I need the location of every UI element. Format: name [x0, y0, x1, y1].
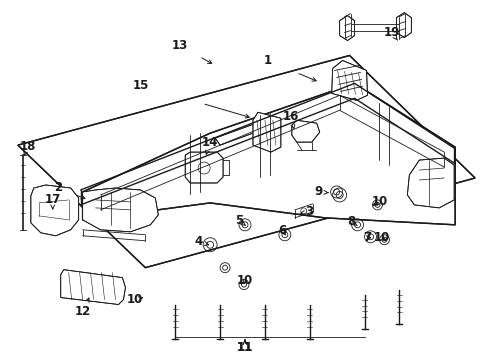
Text: 9: 9: [314, 185, 322, 198]
Text: 10: 10: [236, 274, 253, 287]
Polygon shape: [339, 15, 354, 41]
Text: 16: 16: [282, 110, 298, 123]
Polygon shape: [407, 158, 453, 208]
Text: 3: 3: [305, 205, 313, 219]
Polygon shape: [82, 188, 158, 232]
Polygon shape: [252, 112, 280, 152]
Text: 2: 2: [54, 181, 61, 194]
Text: 19: 19: [383, 26, 399, 39]
Text: 17: 17: [44, 193, 61, 206]
Text: 15: 15: [132, 79, 148, 92]
Text: 13: 13: [172, 39, 188, 52]
Text: 11: 11: [236, 341, 253, 354]
Polygon shape: [61, 270, 125, 305]
Text: 6: 6: [278, 224, 286, 237]
Text: 10: 10: [370, 195, 387, 208]
Polygon shape: [291, 120, 319, 142]
Text: 14: 14: [202, 136, 218, 149]
Polygon shape: [185, 152, 223, 183]
Text: 11: 11: [236, 341, 253, 354]
Text: 8: 8: [347, 215, 355, 228]
Polygon shape: [396, 13, 410, 37]
Text: 4: 4: [194, 235, 202, 248]
Text: 12: 12: [74, 305, 91, 318]
Text: 1: 1: [264, 54, 271, 67]
Polygon shape: [331, 60, 367, 100]
Text: 10: 10: [126, 293, 142, 306]
Polygon shape: [31, 185, 79, 236]
Text: 7: 7: [363, 231, 371, 244]
Text: 18: 18: [20, 140, 36, 153]
Polygon shape: [82, 84, 454, 225]
Polygon shape: [18, 55, 474, 268]
Polygon shape: [215, 118, 274, 145]
Text: 10: 10: [372, 231, 389, 244]
Text: 5: 5: [234, 214, 243, 228]
